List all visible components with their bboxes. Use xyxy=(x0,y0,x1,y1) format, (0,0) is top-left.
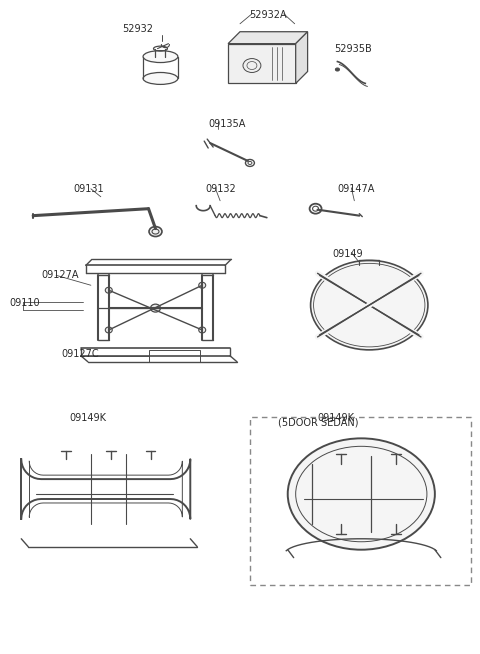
Text: 09135A: 09135A xyxy=(208,119,246,129)
Ellipse shape xyxy=(288,438,435,550)
Text: 09110: 09110 xyxy=(9,298,40,308)
Text: 52935B: 52935B xyxy=(335,44,372,54)
Polygon shape xyxy=(228,44,296,84)
Text: 09132: 09132 xyxy=(205,184,236,194)
Text: 09127C: 09127C xyxy=(61,349,99,359)
Text: 09127A: 09127A xyxy=(41,270,79,281)
Text: 09147A: 09147A xyxy=(337,184,375,194)
Ellipse shape xyxy=(336,68,339,71)
Ellipse shape xyxy=(105,287,112,293)
Polygon shape xyxy=(296,31,308,84)
Bar xyxy=(148,350,200,362)
Ellipse shape xyxy=(143,50,178,63)
Ellipse shape xyxy=(149,226,162,237)
Text: 09131: 09131 xyxy=(73,184,104,194)
Text: 52932A: 52932A xyxy=(249,10,287,20)
Text: 09149: 09149 xyxy=(333,249,363,260)
Ellipse shape xyxy=(199,283,206,288)
Ellipse shape xyxy=(105,327,112,333)
Ellipse shape xyxy=(311,260,428,350)
Text: 09149K: 09149K xyxy=(69,413,106,424)
Bar xyxy=(250,417,471,585)
Ellipse shape xyxy=(143,73,178,84)
Text: (5DOOR SEDAN): (5DOOR SEDAN) xyxy=(278,417,358,428)
Text: 52932: 52932 xyxy=(123,24,154,34)
Ellipse shape xyxy=(199,327,206,333)
Text: 09149K: 09149K xyxy=(318,413,355,424)
Polygon shape xyxy=(228,31,308,44)
Ellipse shape xyxy=(151,304,160,312)
